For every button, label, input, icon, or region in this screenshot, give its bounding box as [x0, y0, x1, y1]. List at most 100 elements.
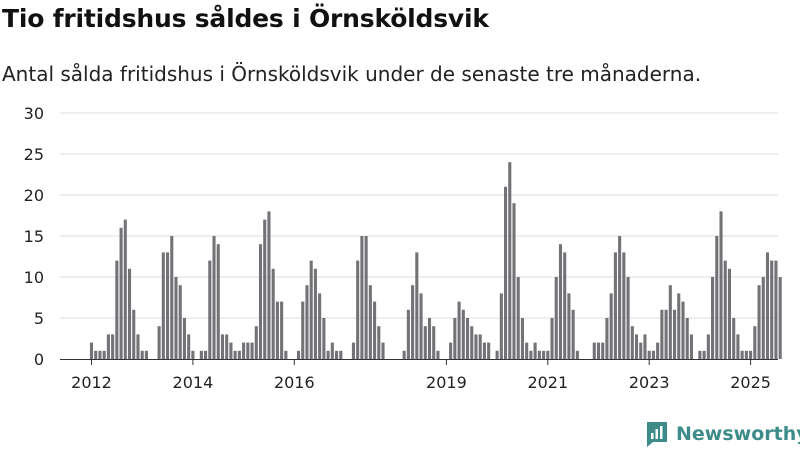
bar [98, 350, 102, 359]
value-annotation: 10 [780, 0, 800, 4]
newsworthy-logo: Newsworthy [645, 420, 800, 448]
bar [330, 342, 334, 359]
bar [520, 318, 524, 359]
bar [465, 318, 470, 359]
bar [144, 350, 148, 359]
bar [449, 342, 453, 359]
y-tick-label: 5 [34, 309, 44, 328]
bar [495, 350, 499, 359]
bar [765, 252, 770, 359]
bar [727, 268, 732, 359]
bar [744, 350, 748, 359]
bar [487, 342, 491, 359]
bar [140, 350, 144, 359]
bar [225, 334, 229, 359]
y-tick-label: 10 [24, 268, 44, 287]
bar [166, 252, 170, 359]
bar [305, 285, 309, 359]
bar [537, 350, 541, 359]
bar [170, 236, 174, 359]
bar [689, 334, 693, 359]
bar [482, 342, 486, 359]
bar [558, 244, 563, 359]
bar [402, 350, 406, 359]
bar [318, 293, 322, 359]
bar [732, 318, 736, 359]
bar [267, 211, 271, 359]
bar [423, 326, 427, 359]
bar [715, 236, 719, 359]
bar [250, 342, 254, 359]
bar [478, 334, 482, 359]
bar [512, 203, 516, 359]
bar [681, 301, 685, 359]
bar [563, 252, 567, 359]
bar [774, 260, 778, 359]
bar [719, 211, 723, 359]
annotations: 10 [780, 0, 800, 4]
x-tick-label: 2016 [274, 373, 315, 392]
bar [770, 260, 774, 359]
x-tick-label: 2019 [426, 373, 467, 392]
bar [596, 342, 601, 359]
bar [706, 334, 710, 359]
bar [753, 326, 757, 359]
bar [749, 350, 753, 359]
bar [322, 318, 326, 359]
bar [280, 301, 284, 359]
bar [499, 293, 503, 359]
bar [457, 301, 461, 359]
bar [664, 309, 668, 359]
bar [161, 252, 165, 359]
bar [470, 326, 474, 359]
y-tick-label: 20 [24, 186, 44, 205]
bar [711, 277, 715, 359]
x-tick-label: 2021 [527, 373, 568, 392]
bar [89, 342, 94, 359]
bar [335, 350, 339, 359]
bar [761, 277, 765, 359]
bar [567, 293, 571, 359]
bar [136, 334, 140, 359]
bar [191, 350, 195, 359]
bar [373, 301, 377, 359]
bar [178, 285, 182, 359]
bar [516, 277, 520, 359]
bar [571, 309, 575, 359]
bar [271, 268, 275, 359]
chart-subtitle: Antal sålda fritidshus i Örnsköldsvik un… [2, 62, 702, 86]
newsworthy-logo-icon [647, 422, 667, 447]
bar [111, 334, 115, 359]
bar [94, 350, 98, 359]
bar [254, 326, 258, 359]
x-tick-label: 2014 [173, 373, 214, 392]
bar [533, 342, 537, 359]
bar [115, 260, 119, 359]
bar [778, 277, 782, 359]
y-tick-label: 0 [34, 350, 44, 369]
bar [199, 350, 203, 359]
newsworthy-logo-text: Newsworthy [676, 423, 800, 445]
bar [242, 342, 246, 359]
bar [461, 309, 465, 359]
bar [309, 260, 313, 359]
bar [508, 162, 512, 359]
y-tick-label: 25 [24, 145, 44, 164]
bar [474, 334, 478, 359]
bar [432, 326, 436, 359]
bar [356, 260, 360, 359]
bar [208, 260, 212, 359]
bar [237, 350, 241, 359]
bar [381, 342, 385, 359]
x-axis-ticks: 2012 2014 2016 2019 2021 2023 2025 [71, 359, 771, 392]
bar [157, 326, 161, 359]
bar [673, 309, 677, 359]
bar [102, 350, 106, 359]
bar [233, 350, 237, 359]
x-tick-label: 2025 [730, 373, 771, 392]
bar [723, 260, 727, 359]
bar [182, 318, 186, 359]
bar [634, 334, 639, 359]
bar [702, 350, 706, 359]
